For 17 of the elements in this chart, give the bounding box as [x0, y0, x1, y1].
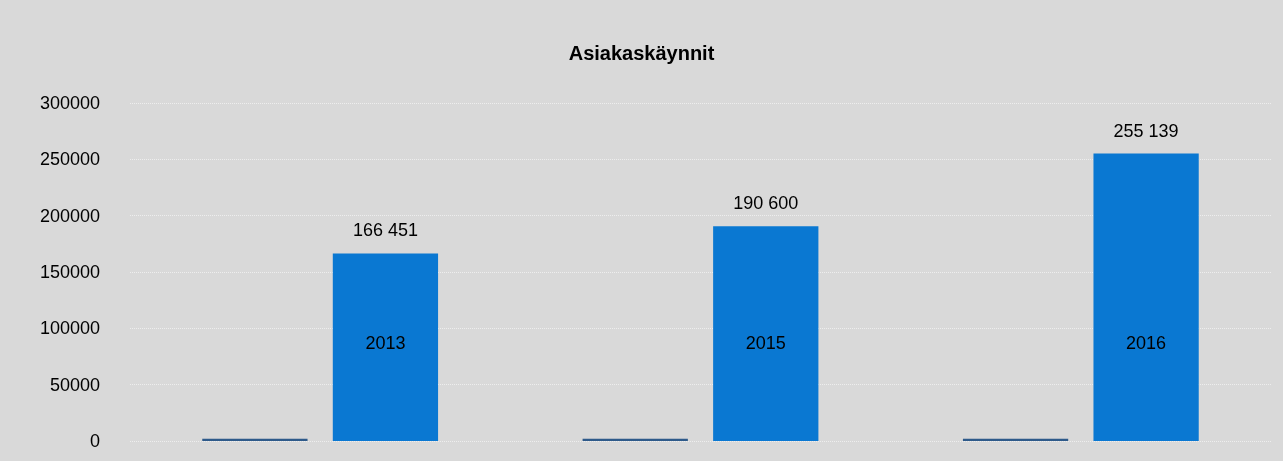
- y-tick-label: 300000: [39, 93, 100, 113]
- y-tick-label: 50000: [49, 374, 100, 395]
- annotation: 2013: [365, 332, 406, 353]
- bar: [1093, 153, 1199, 441]
- y-tick-label: 100000: [39, 318, 100, 339]
- y-tick-label: 0: [89, 431, 100, 451]
- chart-title: Asiakaskäynnit: [568, 42, 715, 64]
- data-label: 166 451: [352, 220, 418, 241]
- y-tick-label: 150000: [39, 262, 100, 282]
- annotation: 2016: [1126, 332, 1167, 353]
- y-tick-label: 200000: [39, 205, 100, 226]
- bar: [332, 253, 439, 441]
- y-tick-label: 250000: [39, 149, 100, 170]
- data-label: 255 139: [1113, 120, 1179, 141]
- annotation: 2015: [745, 332, 786, 353]
- bar: [713, 226, 819, 441]
- data-label: 190 600: [733, 193, 799, 214]
